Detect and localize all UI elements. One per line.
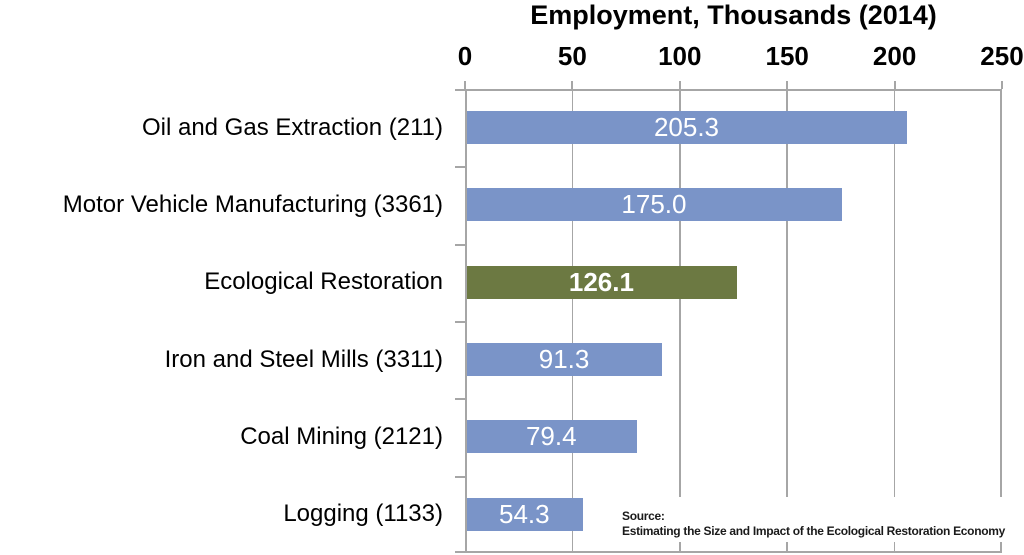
x-axis-tick-mark — [1001, 81, 1003, 89]
category-label: Ecological Restoration — [204, 268, 443, 296]
y-axis-tick-mark — [455, 398, 465, 401]
x-axis-tick-mark — [786, 81, 789, 89]
y-axis-tick-mark — [455, 321, 465, 323]
y-axis-tick-mark — [455, 551, 465, 553]
bar: 205.3 — [466, 111, 907, 145]
x-tick-label: 100 — [658, 41, 702, 71]
source-note: Source: Estimating the Size and Impact o… — [614, 497, 1020, 542]
source-text: Estimating the Size and Impact of the Ec… — [622, 523, 1006, 538]
x-axis-tick-mark — [571, 81, 574, 89]
bar-value-label: 205.3 — [653, 112, 720, 143]
plot-border-right — [1000, 89, 1002, 553]
x-axis-tick-mark — [893, 81, 896, 89]
chart-title: Employment, Thousands (2014) — [530, 0, 937, 30]
gridline — [893, 89, 896, 553]
bar-row: 205.3 — [465, 89, 1002, 166]
bar-value-label: 91.3 — [538, 344, 590, 375]
bar: 91.3 — [466, 343, 663, 377]
bar-row: 54.3 — [465, 476, 1002, 553]
plot-border-bottom — [465, 551, 1002, 553]
y-axis-tick-mark — [455, 89, 465, 91]
y-axis-tick-mark — [455, 475, 465, 478]
source-label: Source: — [622, 509, 665, 523]
bar: 175.0 — [466, 188, 842, 222]
category-label: Logging (1133) — [283, 500, 443, 528]
category-label: Oil and Gas Extraction (211) — [141, 113, 443, 141]
bar: 54.3 — [466, 497, 583, 531]
category-label: Motor Vehicle Manufacturing (3361) — [62, 191, 443, 218]
x-tick-label: 150 — [765, 41, 809, 71]
x-tick-label: 250 — [980, 41, 1024, 71]
category-label: Iron and Steel Mills (3311) — [164, 345, 443, 373]
bar-row: 175.0 — [465, 166, 1002, 243]
gridline — [679, 89, 681, 553]
x-axis-tick-mark — [678, 81, 681, 89]
x-tick-label: 0 — [457, 41, 473, 71]
bar-row: 91.3 — [465, 321, 1002, 398]
category-label: Coal Mining (2121) — [240, 423, 443, 450]
bar-row: 79.4 — [465, 398, 1002, 475]
gridline — [786, 89, 788, 553]
y-axis-tick-mark — [455, 166, 465, 169]
plot-border-top — [465, 89, 1002, 91]
plot-area: 205.3 175.0 126.1 91.3 79.4 54.3 — [455, 81, 1003, 553]
bar-highlighted: 126.1 — [466, 265, 737, 299]
y-axis-line — [465, 89, 467, 553]
bar: 79.4 — [466, 420, 637, 454]
x-tick-label: 200 — [872, 41, 917, 71]
bar-value-label: 126.1 — [568, 266, 634, 297]
gridline — [571, 89, 574, 553]
x-axis-tick-mark — [464, 81, 466, 89]
bar-row: 126.1 — [465, 244, 1002, 321]
bar-value-label: 175.0 — [621, 189, 687, 220]
bar-value-label: 54.3 — [499, 498, 550, 529]
y-axis-tick-mark — [455, 243, 465, 246]
bar-value-label: 79.4 — [525, 421, 577, 452]
x-tick-label: 50 — [557, 41, 587, 71]
